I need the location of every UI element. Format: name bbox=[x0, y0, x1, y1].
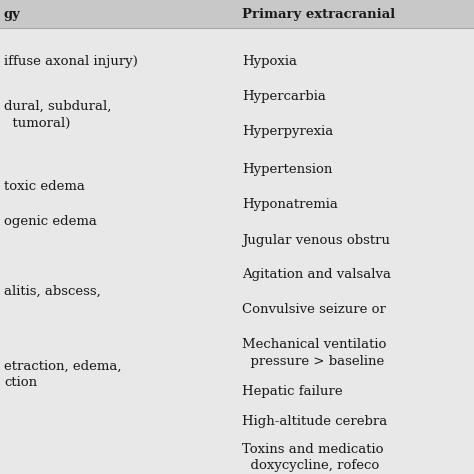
Text: alitis, abscess,: alitis, abscess, bbox=[4, 285, 101, 298]
Text: Primary extracranial: Primary extracranial bbox=[242, 8, 395, 20]
Text: etraction, edema,
ction: etraction, edema, ction bbox=[4, 360, 121, 390]
Text: Convulsive seizure or: Convulsive seizure or bbox=[242, 303, 386, 316]
Text: Toxins and medicatio
  doxycycline, rofeco: Toxins and medicatio doxycycline, rofeco bbox=[242, 443, 383, 473]
Text: Hyponatremia: Hyponatremia bbox=[242, 198, 338, 211]
Text: iffuse axonal injury): iffuse axonal injury) bbox=[4, 55, 138, 68]
Bar bbox=[0, 0, 474, 28]
Text: toxic edema: toxic edema bbox=[4, 180, 85, 193]
Text: High-altitude cerebra: High-altitude cerebra bbox=[242, 415, 387, 428]
Text: Hypercarbia: Hypercarbia bbox=[242, 90, 326, 103]
Text: ogenic edema: ogenic edema bbox=[4, 215, 97, 228]
Text: Agitation and valsalva: Agitation and valsalva bbox=[242, 268, 391, 281]
Text: dural, subdural,
  tumoral): dural, subdural, tumoral) bbox=[4, 100, 111, 129]
Text: Hypertension: Hypertension bbox=[242, 163, 332, 176]
Text: Hyperpyrexia: Hyperpyrexia bbox=[242, 125, 333, 138]
Text: Hypoxia: Hypoxia bbox=[242, 55, 297, 68]
Text: Mechanical ventilatio
  pressure > baseline: Mechanical ventilatio pressure > baselin… bbox=[242, 338, 386, 367]
Text: gy: gy bbox=[4, 8, 21, 20]
Text: Jugular venous obstru: Jugular venous obstru bbox=[242, 234, 390, 247]
Text: Hepatic failure: Hepatic failure bbox=[242, 385, 343, 398]
